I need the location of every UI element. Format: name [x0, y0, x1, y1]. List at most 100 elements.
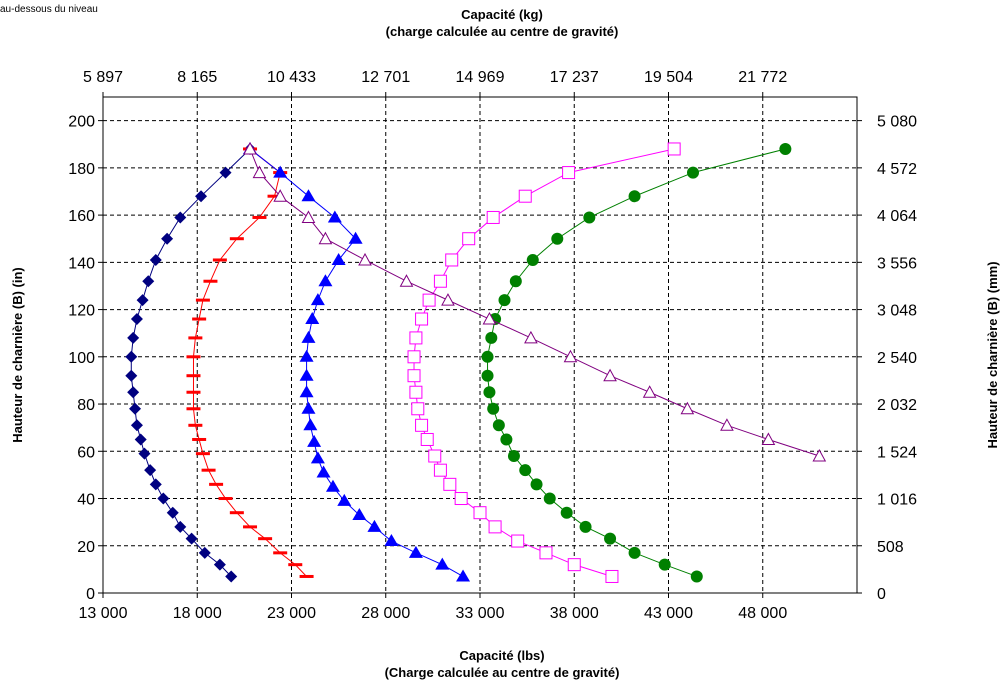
series-3-point-18 [422, 293, 436, 307]
series-2-point-19 [318, 274, 333, 287]
series-2-point-5 [352, 508, 367, 521]
series-0-point-13 [127, 386, 140, 399]
series-1-point-0 [299, 574, 314, 578]
series-4-point-10 [500, 433, 513, 446]
series-0-point-8 [144, 464, 157, 477]
y-tick-label-left-1: 20 [77, 539, 95, 556]
series-4-point-12 [487, 402, 500, 415]
series-2-point-6 [337, 493, 352, 506]
series-5-point-11 [358, 252, 372, 266]
series-4-point-2 [628, 546, 641, 559]
series-3-point-12 [411, 402, 425, 416]
series-5-line [249, 148, 820, 457]
series-3-point-17 [415, 312, 429, 326]
series-2 [243, 141, 471, 582]
series-3-point-1 [567, 558, 581, 572]
y-tick-label-right-1: 508 [877, 539, 904, 556]
series-2-point-1 [435, 557, 450, 570]
series-3-point-10 [420, 432, 434, 446]
series-4-point-9 [507, 450, 520, 463]
series-4-point-15 [481, 350, 494, 363]
series-1-point-9 [195, 452, 210, 456]
series-3-point-0 [605, 569, 619, 583]
series-4-point-14 [481, 369, 494, 382]
series-4-point-13 [483, 386, 496, 399]
y-tick-label-left-10: 200 [68, 114, 95, 131]
series-5-point-4 [642, 385, 657, 398]
x-tick-label-bottom-4: 33 000 [456, 605, 505, 622]
x-axis-title-line2: (Charge calculée au centre de gravité) [385, 665, 620, 680]
series-0-point-24 [219, 166, 232, 179]
series-2-point-21 [348, 231, 363, 244]
series-3-point-13 [409, 385, 423, 399]
y-tick-label-right-8: 4 064 [877, 208, 917, 225]
series-0-point-16 [127, 331, 140, 344]
x-tick-label-bottom-0: 13 000 [79, 605, 128, 622]
series-2-point-18 [310, 293, 325, 306]
series-0-point-3 [185, 532, 198, 545]
series-4-point-16 [485, 331, 498, 344]
y-tick-label-right-2: 1 016 [877, 492, 917, 509]
series-3-point-14 [407, 369, 421, 383]
series-1-line [192, 148, 307, 577]
series-1-point-12 [186, 407, 201, 411]
series-4-point-6 [543, 492, 556, 505]
series-1-point-18 [195, 298, 210, 302]
series-1-point-2 [273, 551, 288, 555]
series-4-point-3 [604, 532, 617, 545]
series-2-point-16 [301, 330, 316, 343]
series-2-point-12 [301, 401, 316, 414]
top-title-line2: (charge calculée au centre de gravité) [386, 24, 619, 39]
series-1-point-7 [209, 482, 224, 486]
series-3-point-23 [518, 189, 532, 203]
series-3 [407, 142, 681, 583]
series-1-point-10 [192, 437, 207, 441]
series-5-point-1 [761, 432, 776, 445]
series-3-point-24 [562, 166, 576, 180]
series-0-point-21 [161, 232, 174, 245]
x-tick-label-top-2: 10 433 [267, 69, 316, 86]
series-3-point-19 [433, 274, 447, 288]
top-title-line1: Capacité (kg) [461, 7, 543, 22]
series-1-point-14 [186, 374, 201, 378]
series-3-point-6 [454, 492, 468, 506]
series-3-point-5 [473, 506, 487, 520]
series-0 [125, 142, 257, 583]
y-tick-label-left-6: 120 [68, 303, 95, 320]
y-tick-label-left-2: 40 [77, 492, 95, 509]
series-2-point-11 [303, 418, 318, 431]
y-axis-title-right: Hauteur de charnière (B) (mm) [985, 261, 1000, 448]
y-tick-label-left-4: 80 [77, 397, 95, 414]
series-2-point-8 [316, 465, 331, 478]
series-4-point-8 [519, 464, 532, 477]
series-4-point-0 [690, 570, 703, 583]
series-5-point-8 [482, 311, 497, 325]
series-0-point-22 [174, 211, 187, 224]
series-1 [186, 147, 314, 578]
series-4-point-25 [779, 142, 792, 155]
series-1-point-22 [252, 215, 267, 219]
series-2-point-14 [299, 368, 314, 381]
series-2-point-22 [327, 210, 342, 223]
series-0-point-12 [129, 402, 142, 415]
series-2-point-24 [273, 165, 288, 178]
y-tick-label-left-5: 100 [68, 350, 95, 367]
series-1-point-15 [186, 355, 201, 359]
y-tick-label-right-9: 4 572 [877, 161, 917, 178]
series-5-point-7 [524, 330, 538, 344]
series-5-point-0 [812, 448, 827, 462]
corner-note: au-dessous du niveau [0, 4, 98, 15]
x-tick-label-bottom-6: 43 000 [644, 605, 693, 622]
series-4-point-4 [579, 520, 592, 533]
series-0-point-9 [138, 447, 151, 460]
series-4-point-11 [492, 419, 505, 432]
series-1-point-19 [203, 279, 218, 283]
y-tick-label-right-0: 0 [877, 586, 886, 603]
series-2-point-13 [299, 385, 314, 398]
series-2-point-7 [325, 479, 340, 492]
series-4-point-18 [498, 294, 511, 307]
series-5-point-5 [603, 368, 617, 382]
series-2-point-23 [301, 189, 316, 202]
series-3-point-2 [539, 546, 553, 560]
series-0-point-5 [166, 506, 179, 519]
